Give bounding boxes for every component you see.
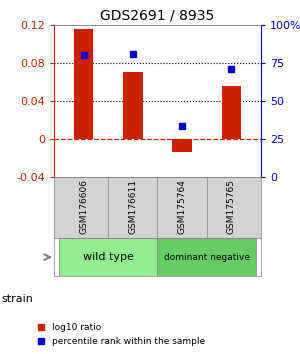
Bar [59,238,158,276]
Bar [158,238,256,276]
Legend: log10 ratio, percentile rank within the sample: log10 ratio, percentile rank within the … [34,320,208,349]
Text: GSM176606: GSM176606 [79,179,88,234]
Bar [123,72,143,139]
Text: strain: strain [2,294,33,304]
Text: dominant negative: dominant negative [164,253,250,262]
Bar [172,139,192,152]
Bar [74,29,93,139]
Bar [222,86,241,139]
Text: GSM175764: GSM175764 [178,179,187,234]
Text: GSM176611: GSM176611 [128,179,137,234]
Text: wild type: wild type [83,252,134,262]
Title: GDS2691 / 8935: GDS2691 / 8935 [100,8,214,22]
Text: GSM175765: GSM175765 [227,179,236,234]
